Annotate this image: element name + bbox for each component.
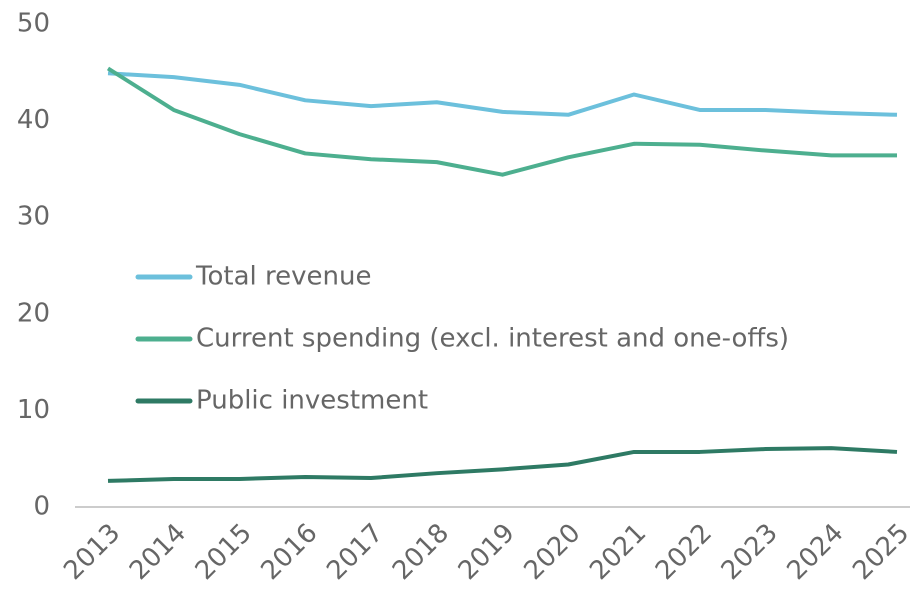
x-tick-label: 2016 <box>255 518 323 586</box>
y-tick-label: 50 <box>17 9 50 39</box>
y-tick-label: 20 <box>17 298 50 328</box>
x-tick-label: 2018 <box>387 518 455 586</box>
x-tick-label: 2022 <box>650 518 718 586</box>
x-tick-label: 2013 <box>58 518 126 586</box>
legend-label: Current spending (excl. interest and one… <box>196 324 789 354</box>
legend-label: Public investment <box>196 386 428 416</box>
x-tick-label: 2021 <box>584 518 652 586</box>
line-series <box>107 71 898 117</box>
y-tick-label: 40 <box>17 105 50 135</box>
x-tick-label: 2025 <box>847 518 915 586</box>
legend-label: Total revenue <box>195 262 371 292</box>
x-tick-label: 2017 <box>321 518 389 586</box>
x-tick-label: 2014 <box>124 518 192 586</box>
x-tick-label: 2024 <box>781 518 849 586</box>
x-tick-label: 2020 <box>518 518 586 586</box>
x-tick-label: 2015 <box>190 518 258 586</box>
y-tick-label: 10 <box>17 395 50 425</box>
line-series <box>107 446 898 483</box>
x-tick-label: 2023 <box>716 518 784 586</box>
y-tick-label: 30 <box>17 202 50 232</box>
line-series <box>106 66 897 177</box>
y-tick-label: 0 <box>33 492 50 522</box>
x-tick-label: 2019 <box>453 518 521 586</box>
